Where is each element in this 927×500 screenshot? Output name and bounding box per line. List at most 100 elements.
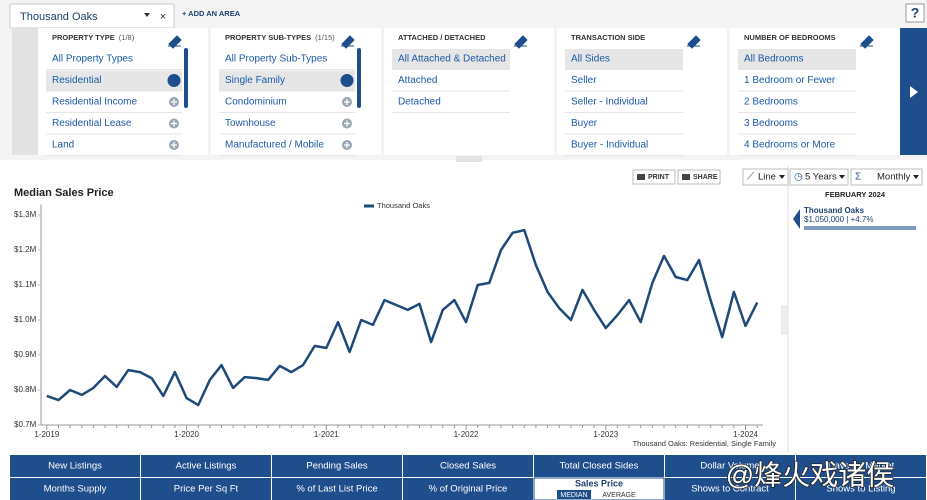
tab-label: New Listings (48, 461, 102, 472)
y-tick-label: $1.0M (14, 315, 37, 324)
scrollbar (184, 48, 188, 108)
dropdown-icon: Σ (855, 172, 861, 183)
chart-caption: Thousand Oaks: Residential, Single Famil… (633, 439, 777, 448)
chart-title: Median Sales Price (14, 187, 114, 199)
tab[interactable] (403, 455, 533, 477)
filter-item[interactable] (46, 70, 182, 91)
close-icon[interactable]: × (160, 11, 166, 23)
tab[interactable] (403, 478, 533, 500)
filter-item[interactable] (565, 113, 683, 134)
filter-item[interactable] (392, 49, 510, 69)
dropdown[interactable] (789, 168, 849, 186)
tab[interactable] (141, 455, 271, 477)
option-bg (557, 490, 591, 499)
tab[interactable] (534, 455, 664, 477)
caret (779, 175, 785, 179)
side-toggle[interactable] (781, 305, 788, 335)
dropdown[interactable] (850, 168, 923, 186)
tab[interactable] (665, 478, 795, 500)
filter-title: TRANSACTION SIDE (571, 33, 645, 42)
dropdown-label: Monthly (877, 172, 911, 183)
pin-icon[interactable] (860, 35, 874, 49)
filter-item-label: 1 Bedroom or Fewer (744, 75, 836, 86)
filter-item[interactable] (738, 135, 856, 155)
tab[interactable] (796, 478, 926, 500)
filter-item[interactable] (738, 70, 856, 91)
filter-item-label: Buyer - Individual (571, 140, 648, 151)
area-name: Thousand Oaks (20, 11, 98, 23)
toolbar-button[interactable] (632, 169, 676, 185)
filter-item-label: Manufactured / Mobile (225, 140, 324, 151)
tab-option[interactable]: MEDIAN (560, 492, 587, 499)
filter-item[interactable] (565, 92, 683, 112)
filter-item[interactable] (738, 113, 856, 134)
plus (171, 120, 177, 127)
toolbar-button-label: SHARE (693, 174, 718, 181)
toolbar-button-label: PRINT (648, 174, 670, 181)
filter-item-label: Condominium (225, 97, 287, 108)
y-tick-label: $1.1M (14, 280, 37, 289)
filter-item[interactable] (219, 92, 355, 112)
tab-label: % of Original Price (429, 484, 508, 495)
tab[interactable] (10, 478, 140, 500)
filter-item[interactable] (46, 113, 182, 134)
filter-item[interactable] (46, 135, 182, 155)
filter-item-label: 2 Bedrooms (744, 97, 798, 108)
toolbar-button[interactable] (677, 169, 721, 185)
tab-label: Shows to Listing (826, 484, 895, 495)
filter-item[interactable] (219, 70, 355, 91)
x-tick-label: 1-2021 (314, 430, 339, 439)
pin-icon[interactable] (687, 35, 701, 49)
filter-title: PROPERTY SUB-TYPES (225, 33, 311, 42)
filter-item[interactable] (46, 49, 182, 69)
tab-label: Dollar Volume (700, 461, 759, 472)
filter-item-label: Residential Lease (52, 118, 132, 129)
x-tick-label: 1-2022 (454, 430, 479, 439)
series-line (46, 228, 759, 407)
plus (171, 142, 177, 148)
filter-item[interactable] (46, 92, 182, 112)
filter-item[interactable] (738, 92, 856, 112)
filter-item[interactable] (392, 70, 510, 91)
filter-item-label: Seller (571, 75, 597, 86)
filter-item[interactable] (219, 135, 355, 155)
help-icon: ? (911, 5, 920, 21)
help-button[interactable] (905, 3, 925, 23)
filter-item[interactable] (219, 113, 355, 134)
pin-icon[interactable] (514, 35, 528, 49)
filter-item[interactable] (565, 135, 683, 155)
add-area[interactable]: + ADD AN AREA (182, 9, 241, 18)
plus (344, 142, 350, 148)
tab[interactable] (272, 455, 402, 477)
collapse-handle[interactable] (456, 156, 482, 162)
button-icon (682, 174, 690, 180)
filter-item[interactable] (738, 49, 856, 69)
filter-item[interactable] (219, 49, 355, 69)
pin-icon[interactable] (168, 35, 182, 49)
dropdown[interactable] (742, 168, 789, 186)
tab-option[interactable]: AVERAGE (602, 492, 636, 499)
sidebar-bar (804, 226, 916, 230)
tab[interactable] (665, 455, 795, 477)
filter-item[interactable] (392, 92, 510, 112)
filter-item-label: All Sides (571, 54, 610, 65)
tab[interactable] (796, 455, 926, 477)
watermark: @烽火戏诸侯 (726, 459, 894, 490)
tab[interactable] (272, 478, 402, 500)
tab[interactable] (10, 455, 140, 477)
button-icon (637, 174, 645, 180)
selected-icon[interactable] (340, 74, 354, 87)
y-tick-label: $1.3M (14, 210, 37, 219)
filter-item-label: Seller - Individual (571, 97, 648, 108)
y-tick-label: $1.2M (14, 245, 37, 254)
x-tick-label: 1-2023 (593, 430, 618, 439)
filter-item[interactable] (565, 49, 683, 69)
pin-icon[interactable] (341, 35, 355, 49)
filter-item-label: All Attached & Detached (398, 54, 506, 65)
legend-label: Thousand Oaks (377, 201, 430, 210)
selected-icon[interactable] (167, 74, 181, 87)
filter-item[interactable] (565, 70, 683, 91)
filter-count: (1/15) (315, 33, 335, 42)
tab[interactable] (141, 478, 271, 500)
